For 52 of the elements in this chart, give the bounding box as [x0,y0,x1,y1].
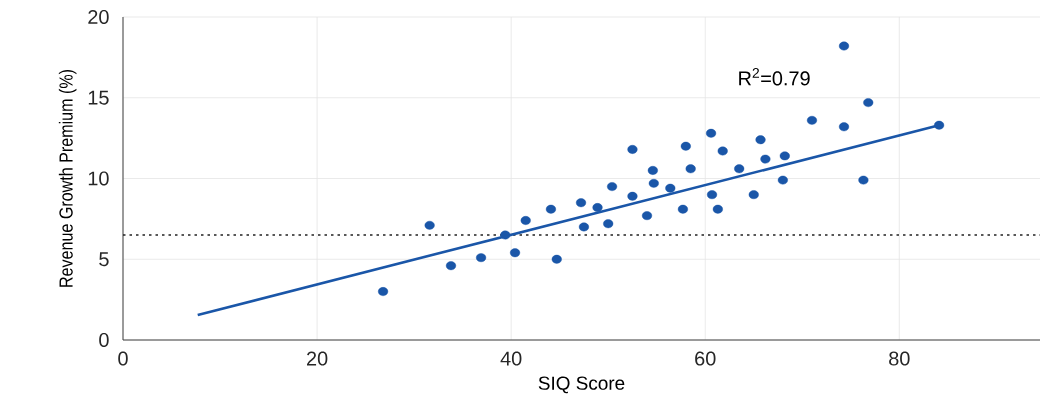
x-tick-label: 40 [500,351,522,366]
point [592,203,603,212]
point [934,120,945,130]
y-tick-label: 15 [88,90,109,105]
point [760,154,771,164]
point [863,98,874,107]
point [627,191,638,201]
point [551,254,562,264]
point [476,253,487,263]
point [838,122,850,132]
x-tick-label: 60 [695,351,716,366]
point [706,128,717,138]
x-tick-label: 80 [889,351,910,366]
point [779,151,790,161]
point [627,145,638,154]
point [520,216,531,225]
point [858,175,869,185]
point [677,204,688,214]
point [734,164,745,174]
point [648,178,659,188]
point [748,190,759,200]
point [424,220,435,230]
point [712,204,723,214]
point [575,198,587,208]
point [607,182,618,191]
point [755,135,766,145]
point [777,175,788,185]
y-tick-label: 0 [99,332,109,348]
point [647,166,658,175]
point [545,204,556,214]
point [500,230,511,240]
point [445,261,457,271]
annotation: R$^{2}$=0.79 [739,68,810,86]
x-tick-label: 20 [307,351,328,366]
point [806,115,817,125]
y-axis-title: Revenue Growth Premium (%) [58,70,77,287]
x-axis-title: SIQ Score [538,376,625,394]
point [641,211,653,221]
x-tick-label: 0 [118,351,128,366]
point [838,41,850,51]
point [685,164,696,174]
y-tick-label: 5 [99,252,109,267]
point [665,183,676,193]
point [707,190,718,200]
point [717,146,728,156]
point [510,248,521,258]
point [603,219,614,229]
point [680,141,691,151]
y-tick-label: 20 [88,9,109,25]
point [378,287,389,296]
point [578,222,589,232]
y-tick-label: 10 [88,171,109,186]
